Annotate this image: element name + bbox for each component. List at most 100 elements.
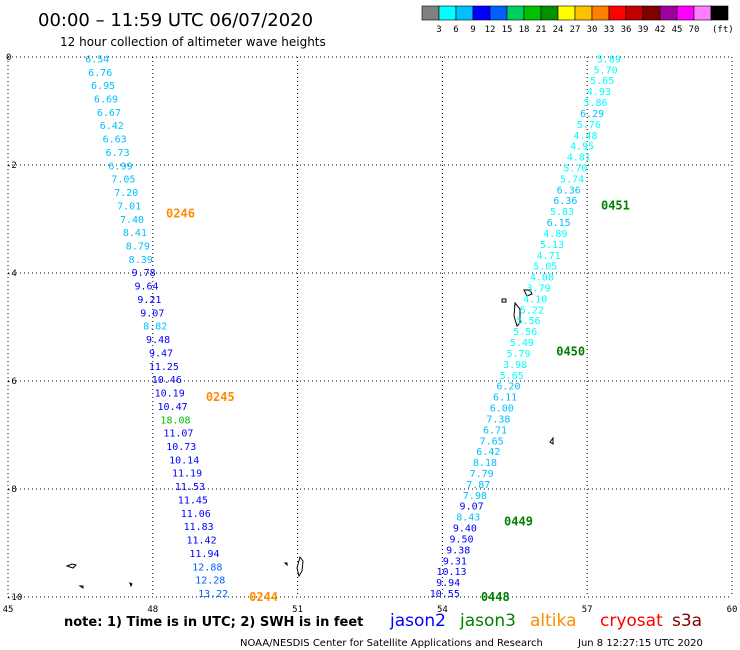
wave-height-value: 6.99 <box>108 161 132 172</box>
wave-height-value: 11.83 <box>184 522 214 533</box>
wave-height-value: 13.22 <box>198 589 228 600</box>
legend-unit-label: (ft) <box>712 25 734 35</box>
legend-tick-label: 21 <box>536 25 547 35</box>
legend-tick-label: 30 <box>587 25 598 35</box>
wave-height-value: 6.15 <box>547 218 571 229</box>
map-subtitle: 12 hour collection of altimeter wave hei… <box>60 35 326 49</box>
wave-height-value: 4.10 <box>523 294 547 305</box>
wave-height-value: 5.79 <box>506 349 530 360</box>
wave-height-value: 6.71 <box>483 425 507 436</box>
wave-height-value: 7.65 <box>480 436 504 447</box>
pass-time-label: 0450 <box>556 344 585 358</box>
wave-height-value: 6.36 <box>553 196 577 207</box>
wave-height-value: 10.19 <box>155 389 185 400</box>
wave-height-value: 9.50 <box>450 534 474 545</box>
axis-tick-labels: 45 48 51 54 57 60 0 -2 -4 -6 -8 -10 <box>3 53 738 615</box>
pass-time-label: 0451 <box>601 199 630 213</box>
wave-height-value: 6.00 <box>490 404 514 415</box>
wave-height-value: 8.43 <box>456 513 480 524</box>
wave-height-value: 9.07 <box>140 308 164 319</box>
wave-height-value: 8.79 <box>126 242 150 253</box>
island-shape <box>513 301 521 327</box>
legend-color-swatch <box>506 5 525 21</box>
wave-height-value: 9.64 <box>134 282 158 293</box>
wave-height-value: 9.31 <box>443 556 467 567</box>
wave-height-value: 6.67 <box>97 108 121 119</box>
legend-color-swatch <box>523 5 542 21</box>
wave-height-value: 8.39 <box>129 255 153 266</box>
wave-height-value: 4.71 <box>537 251 561 262</box>
satellite-legend-s3a: s3a <box>672 611 702 631</box>
wave-height-value: 6.76 <box>88 68 112 79</box>
wave-height-value: 5.49 <box>510 338 534 349</box>
island-shape <box>283 562 288 567</box>
wave-height-value: 7.01 <box>117 201 141 212</box>
island-shape <box>501 298 507 303</box>
wave-height-value: 6.29 <box>580 109 604 120</box>
wave-height-value: 9.48 <box>146 335 170 346</box>
wave-height-value: 9.21 <box>137 295 161 306</box>
wave-height-value: 12.88 <box>192 562 222 573</box>
wave-height-value: 11.45 <box>178 495 208 506</box>
wave-height-value: 6.11 <box>493 393 517 404</box>
wave-height-value: 11.25 <box>149 362 179 373</box>
island-shape <box>549 436 554 445</box>
longitude-tick-label: 51 <box>292 605 303 615</box>
legend-color-swatch <box>455 5 474 21</box>
wave-height-value: 6.69 <box>94 94 118 105</box>
pass-time-label: 0245 <box>206 390 235 404</box>
wave-height-value: 6.73 <box>106 148 130 159</box>
wave-height-value: 8.18 <box>473 458 497 469</box>
wave-height-value: 5.56 <box>513 327 537 338</box>
legend-color-swatch <box>659 5 678 21</box>
latitude-tick-label: -6 <box>6 377 17 387</box>
latitude-tick-label: -10 <box>6 593 22 603</box>
legend-color-swatch <box>642 5 661 21</box>
legend-color-swatch <box>438 5 457 21</box>
wave-height-value: 10.46 <box>152 375 182 386</box>
latitude-tick-label: -4 <box>6 269 17 279</box>
wave-height-value: 9.40 <box>453 524 477 535</box>
map-grid <box>7 56 733 598</box>
wave-height-value: 5.89 <box>597 54 621 65</box>
wave-height-value: 6.54 <box>85 54 109 65</box>
island-shape <box>65 563 77 569</box>
legend-tick-label: 33 <box>604 25 615 35</box>
legend-color-swatch <box>591 5 610 21</box>
island-shape <box>78 585 84 589</box>
legend-color-swatch <box>540 5 559 21</box>
wave-height-value: 9.94 <box>436 578 460 589</box>
generated-timestamp: Jun 8 12:27:15 UTC 2020 <box>577 638 703 649</box>
wave-height-value: 7.05 <box>111 175 135 186</box>
wave-height-value: 11.53 <box>175 482 205 493</box>
footer-credit: NOAA/NESDIS Center for Satellite Applica… <box>240 638 543 649</box>
units-note: note: 1) Time is in UTC; 2) SWH is in fe… <box>64 615 363 630</box>
wave-height-value: 11.42 <box>186 536 216 547</box>
wave-height-value: 6.63 <box>103 135 127 146</box>
pass-time-label: 0246 <box>166 207 195 221</box>
satellite-legend-cryosat: cryosat <box>600 611 663 631</box>
wave-height-color-legend: 3 6 9 12 15 18 21 24 27 30 33 36 39 42 45 70 <box>421 5 729 35</box>
wave-height-value: 6.20 <box>496 382 520 393</box>
wave-height-value: 5.22 <box>520 305 544 316</box>
wave-height-value: 7.98 <box>463 491 487 502</box>
wave-height-value: 5.13 <box>540 240 564 251</box>
wave-height-value: 4.95 <box>570 142 594 153</box>
wave-height-value: 10.14 <box>169 455 199 466</box>
wave-height-value: 11.19 <box>172 469 202 480</box>
wave-height-value: 8.82 <box>143 322 167 333</box>
wave-height-value: 11.94 <box>189 549 219 560</box>
legend-tick-label: 36 <box>621 25 632 35</box>
legend-tick-label: 27 <box>570 25 581 35</box>
wave-height-value: 7.79 <box>470 469 494 480</box>
wave-height-value: 7.40 <box>120 215 144 226</box>
satellite-legend: jason2 jason3 altika cryosat s3a <box>389 611 702 631</box>
satellite-legend-altika: altika <box>530 611 577 631</box>
wave-height-value: 5.76 <box>577 120 601 131</box>
longitude-tick-label: 54 <box>437 605 448 615</box>
wave-height-value: 5.56 <box>516 316 540 327</box>
longitude-tick-label: 60 <box>727 605 738 615</box>
legend-tick-label: 39 <box>638 25 649 35</box>
legend-tick-label: 9 <box>470 25 475 35</box>
legend-color-swatch <box>676 5 695 21</box>
